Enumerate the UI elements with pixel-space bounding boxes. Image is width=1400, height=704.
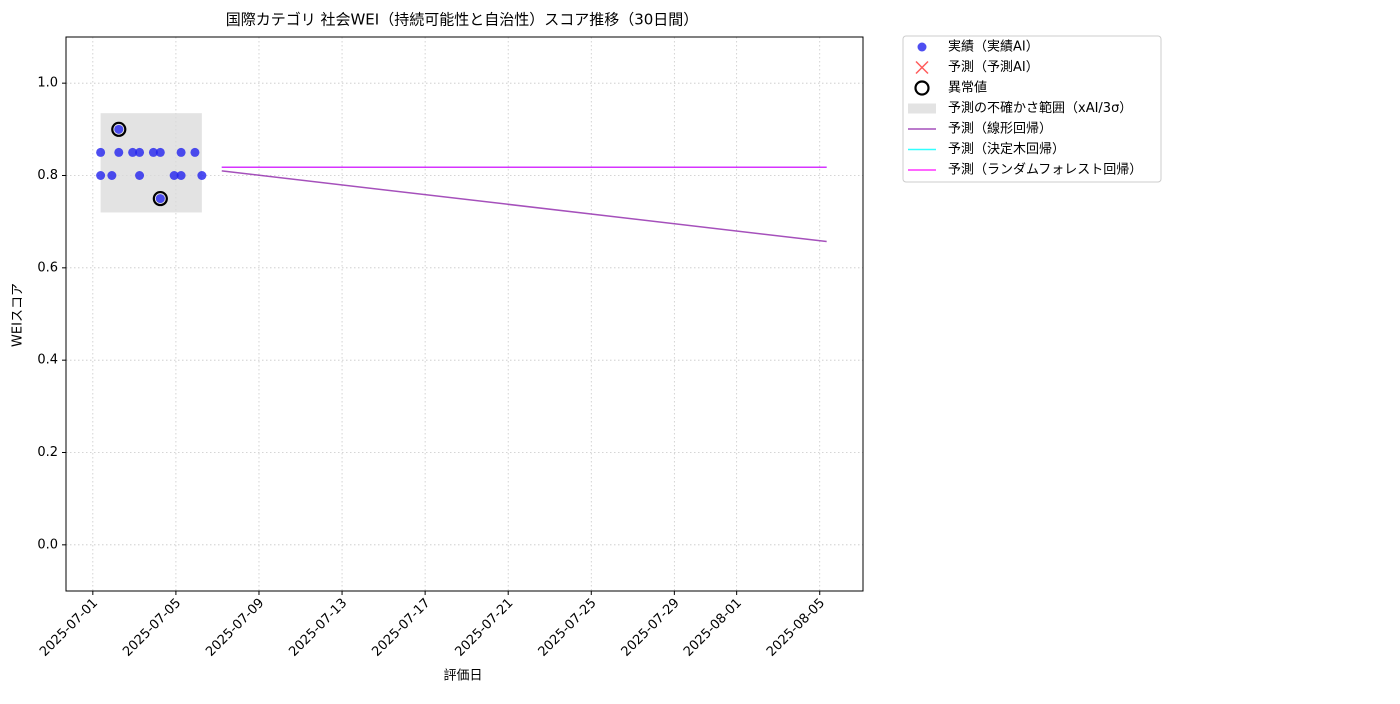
actual-point xyxy=(169,171,179,180)
y-tick-label: 0.4 xyxy=(37,353,58,368)
x-axis-label: 評価日 xyxy=(443,669,482,684)
legend-label: 実績（実績AI） xyxy=(948,39,1039,55)
actual-point xyxy=(197,171,207,180)
prediction-line xyxy=(221,170,827,243)
y-tick-label: 1.0 xyxy=(37,76,58,91)
actual-point xyxy=(96,147,106,157)
legend-marker xyxy=(908,103,936,114)
actual-point xyxy=(148,147,158,157)
actual-point xyxy=(128,147,138,157)
x-tick-label: 2025-07-29 xyxy=(619,596,683,660)
actual-point xyxy=(155,194,165,204)
actual-point xyxy=(135,147,145,157)
legend-label: 予測（予測AI） xyxy=(948,60,1039,75)
legend-label: 異常値 xyxy=(948,80,987,96)
legend-marker xyxy=(917,42,927,52)
y-tick-label: 0.6 xyxy=(37,260,58,275)
legend-label: 予測（線形回帰） xyxy=(948,121,1052,137)
x-tick-label: 2025-08-05 xyxy=(764,596,828,660)
x-tick-label: 2025-07-13 xyxy=(286,596,350,660)
actual-point xyxy=(107,171,117,180)
y-axis-label: WEIスコア xyxy=(11,283,26,347)
x-tick-label: 2025-07-17 xyxy=(369,596,433,660)
anomaly-point xyxy=(152,190,168,207)
chart-title: 国際カテゴリ 社会WEI（持続可能性と自治性）スコア推移（30日間） xyxy=(226,11,699,29)
actual-point xyxy=(114,147,124,157)
actual-point xyxy=(135,171,145,180)
actual-point xyxy=(114,124,124,134)
x-tick-label: 2025-08-01 xyxy=(681,596,745,660)
actual-point xyxy=(190,147,200,157)
x-tick-label: 2025-07-25 xyxy=(536,596,600,660)
x-tick-label: 2025-07-05 xyxy=(120,596,184,660)
legend-box xyxy=(902,35,1162,183)
y-tick-label: 0.8 xyxy=(37,168,58,183)
legend-label: 予測の不確かさ範囲（xAI/3σ） xyxy=(948,100,1132,116)
x-tick-label: 2025-07-21 xyxy=(452,596,516,660)
actual-point xyxy=(96,171,106,180)
anomaly-point xyxy=(111,121,127,137)
plot-frame xyxy=(65,36,864,592)
y-tick-label: 0.2 xyxy=(37,445,58,460)
x-tick-label: 2025-07-01 xyxy=(37,596,101,660)
actual-point xyxy=(176,171,186,180)
legend-label: 予測（決定木回帰） xyxy=(948,141,1065,157)
x-tick-label: 2025-07-09 xyxy=(203,596,267,660)
y-tick-label: 0.0 xyxy=(37,537,58,552)
legend-marker xyxy=(915,60,929,75)
legend-marker xyxy=(914,80,930,96)
actual-point xyxy=(155,147,165,157)
actual-point xyxy=(176,147,186,157)
legend-label: 予測（ランダムフォレスト回帰） xyxy=(948,162,1142,178)
